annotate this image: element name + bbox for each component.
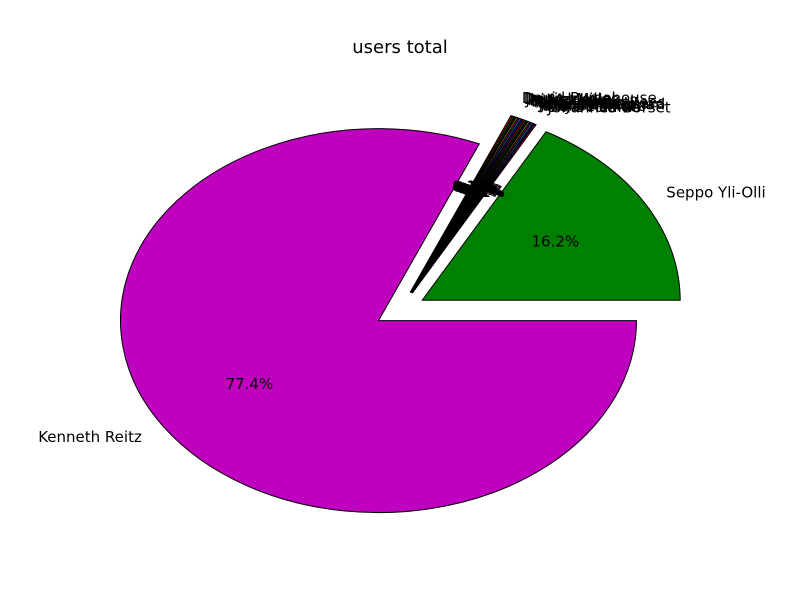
slice-name-label-16: Kenneth Reitz — [38, 428, 142, 446]
slice-name-label-1: Johannes Gorset — [547, 98, 671, 116]
slice-percent-label-2: 0.1% — [466, 182, 504, 200]
slice-percent-label-4: 0.1% — [464, 182, 502, 200]
slice-name-label-3: Rhys Elsmore — [544, 97, 646, 115]
slice-name-label-6: Josselin Jacquard — [538, 95, 666, 113]
slice-percent-label-5: 0.1% — [463, 181, 501, 199]
pie-slice-kenneth-reitz-16 — [120, 128, 637, 514]
pie-slice-seppo-yli-olli-0 — [421, 131, 681, 301]
pie-percent-labels: 16.2%0.1%0.1%0.1%0.1%0.1%0.1%0.1%0.1%0.1… — [226, 177, 580, 393]
slice-percent-label-15: 0.1% — [452, 177, 490, 195]
slice-name-label-9: Ian Cordasco — [533, 93, 630, 111]
slice-percent-label-8: 0.1% — [460, 180, 498, 198]
slice-percent-label-14: 0.1% — [453, 178, 491, 196]
pie-slice-david-pursehouse-15 — [409, 115, 514, 293]
slice-name-label-12: Rohan Jain — [528, 91, 607, 109]
chart-title: users total — [352, 37, 448, 58]
slice-percent-label-9: 0.1% — [459, 180, 497, 198]
slice-name-label-5: Jonatan Heyman — [539, 96, 664, 114]
slice-percent-label-0: 16.2% — [532, 232, 580, 250]
slice-name-label-0: Seppo Yli-Olli — [666, 184, 765, 202]
slice-percent-label-11: 0.1% — [456, 179, 494, 197]
pie-wedges — [120, 115, 681, 514]
slice-name-label-8: Reinout van Rees — [535, 94, 666, 112]
slice-name-label-7: Cory Benfield — [537, 94, 638, 112]
slice-percent-label-3: 0.1% — [465, 182, 503, 200]
slice-percent-label-6: 0.1% — [462, 181, 500, 199]
slice-percent-label-12: 0.1% — [455, 179, 493, 197]
slice-percent-label-13: 0.1% — [454, 178, 492, 196]
slice-name-label-15: David Pursehouse — [522, 89, 657, 107]
slice-name-label-2: Chris Adams — [546, 98, 640, 116]
slice-percent-label-16: 77.4% — [226, 375, 274, 393]
slice-name-label-11: Luke Lee — [529, 92, 595, 110]
slice-percent-label-7: 0.1% — [461, 180, 499, 198]
slice-name-label-4: Daniel Miller — [542, 96, 636, 114]
slice-percent-label-10: 0.1% — [457, 179, 495, 197]
slice-percent-label-1: 0.1% — [467, 183, 505, 201]
slice-name-label-13: Jiri Machalek — [525, 90, 621, 108]
slice-name-label-14: Daniel Miller — [524, 90, 618, 108]
slice-name-label-10: Mike Tsai — [531, 92, 598, 110]
